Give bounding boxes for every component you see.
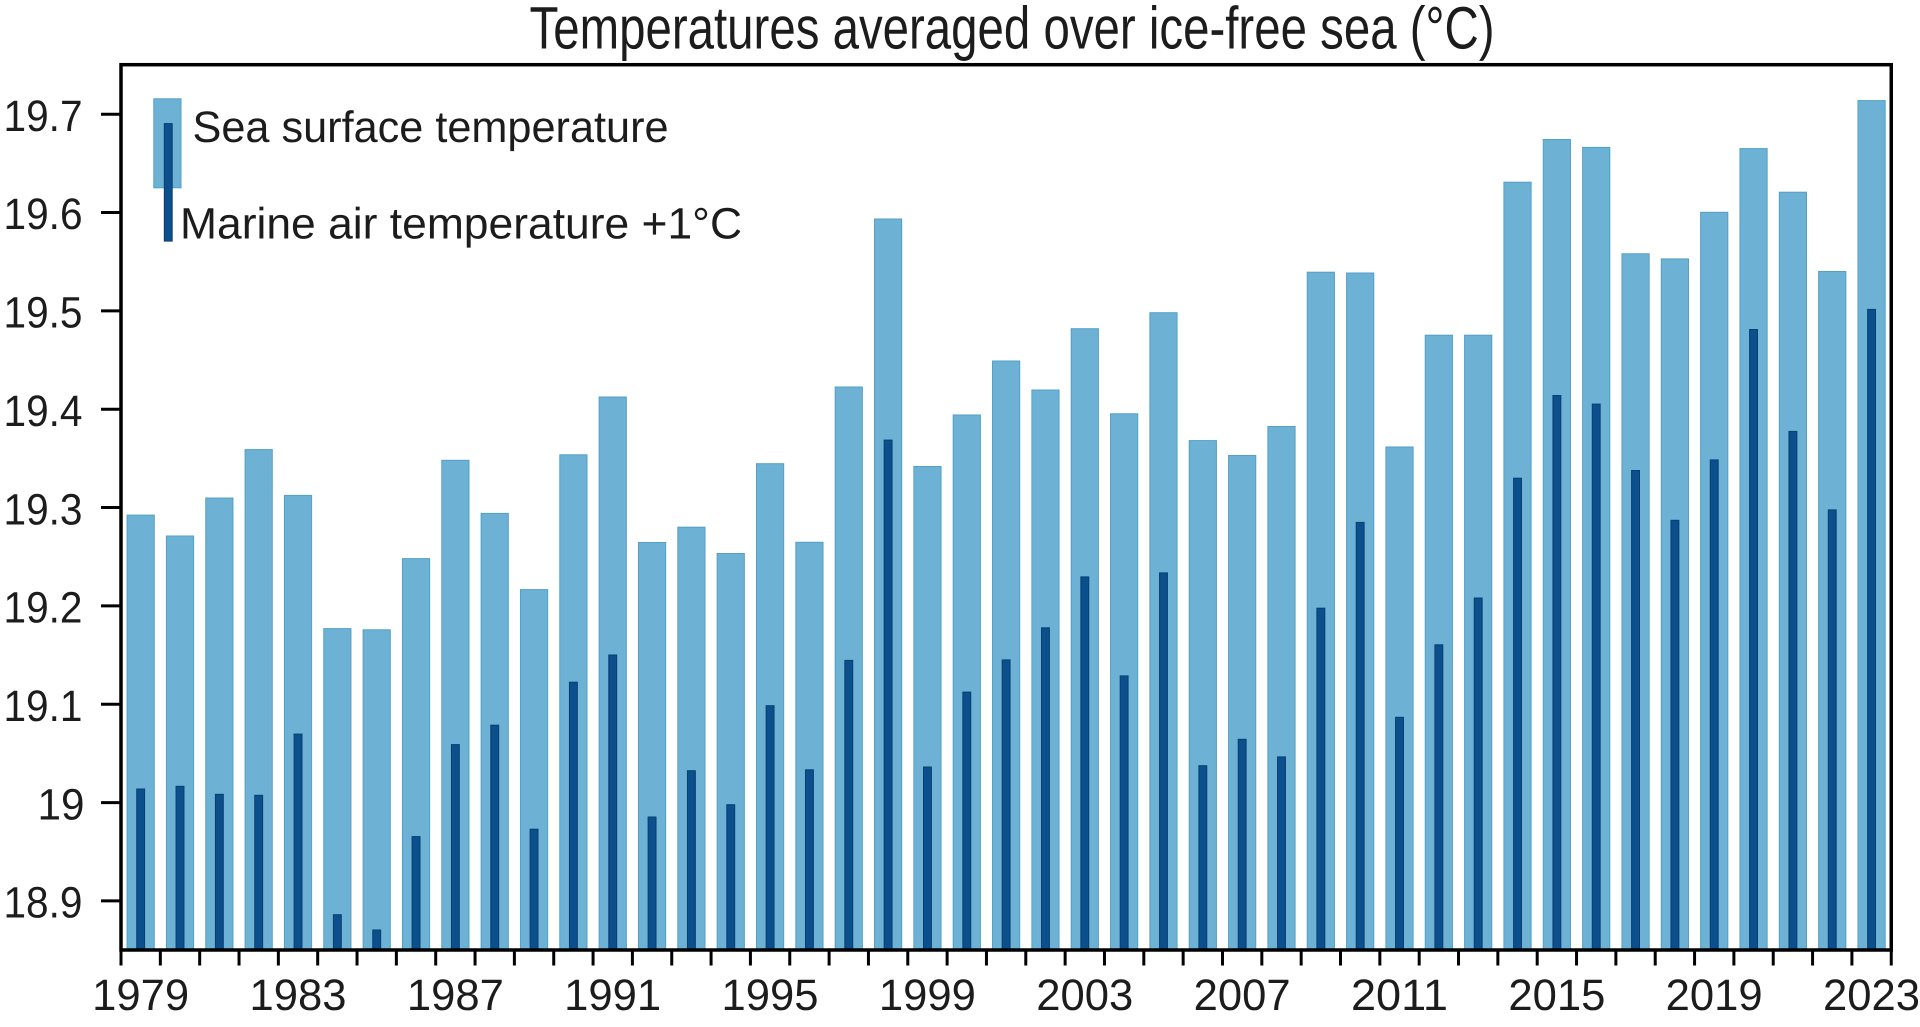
svg-text:1983: 1983 bbox=[249, 971, 346, 1020]
svg-text:Marine air temperature +1°C: Marine air temperature +1°C bbox=[180, 200, 742, 249]
svg-text:19: 19 bbox=[37, 780, 84, 829]
svg-text:1979: 1979 bbox=[92, 971, 189, 1020]
svg-text:2023: 2023 bbox=[1823, 971, 1920, 1020]
svg-text:2007: 2007 bbox=[1194, 971, 1291, 1020]
svg-text:19.3: 19.3 bbox=[3, 485, 82, 534]
svg-text:2019: 2019 bbox=[1666, 971, 1763, 1020]
svg-text:2011: 2011 bbox=[1351, 971, 1448, 1020]
svg-text:2015: 2015 bbox=[1508, 971, 1605, 1020]
svg-text:19.6: 19.6 bbox=[4, 190, 83, 239]
svg-text:19.5: 19.5 bbox=[4, 289, 83, 338]
svg-text:1987: 1987 bbox=[407, 971, 504, 1020]
svg-text:1991: 1991 bbox=[564, 971, 661, 1020]
svg-text:Temperatures averaged over ice: Temperatures averaged over ice-free sea … bbox=[530, 0, 1495, 62]
svg-text:19.7: 19.7 bbox=[4, 92, 83, 141]
svg-text:19.2: 19.2 bbox=[3, 584, 82, 633]
svg-text:19.1: 19.1 bbox=[3, 682, 82, 731]
svg-text:2003: 2003 bbox=[1036, 971, 1133, 1020]
svg-text:1999: 1999 bbox=[879, 971, 976, 1020]
svg-text:19.4: 19.4 bbox=[4, 387, 83, 436]
svg-text:Sea surface temperature: Sea surface temperature bbox=[193, 103, 669, 152]
svg-text:18.9: 18.9 bbox=[3, 879, 82, 928]
svg-text:1995: 1995 bbox=[722, 971, 819, 1020]
